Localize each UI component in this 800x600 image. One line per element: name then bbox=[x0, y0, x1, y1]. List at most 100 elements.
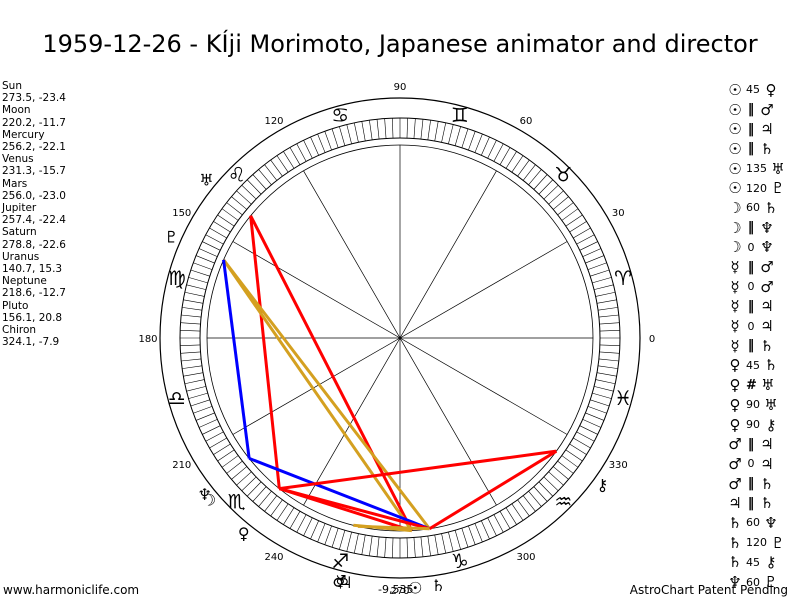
sign-scorpio-icon: ♏ bbox=[228, 489, 246, 513]
aspect-symbol: 0 bbox=[747, 319, 755, 333]
degree-tick bbox=[270, 499, 283, 517]
position-name: Venus bbox=[2, 153, 34, 166]
degree-tick bbox=[209, 437, 227, 449]
degree-tick bbox=[528, 491, 542, 507]
aspect-planet-2: ♅ bbox=[761, 376, 775, 395]
degree-tick bbox=[270, 159, 283, 177]
degree-tick bbox=[427, 120, 431, 140]
degree-tick bbox=[587, 262, 607, 270]
sign-pisces-icon: ♓ bbox=[614, 386, 632, 410]
degree-tick bbox=[289, 147, 301, 165]
degree-tick bbox=[548, 190, 564, 205]
aspect-row: ☉ ‖ ♂ bbox=[727, 100, 797, 120]
degree-tick bbox=[533, 174, 548, 190]
position-name: Jupiter bbox=[2, 202, 37, 215]
aspect-row: ☉ 120 ♇ bbox=[727, 178, 797, 198]
aspect-line bbox=[222, 258, 431, 530]
aspect-planet-1: ☿ bbox=[730, 317, 740, 336]
aspect-symbol: 135 bbox=[746, 162, 767, 176]
degree-tick bbox=[499, 511, 511, 529]
degree-tick bbox=[481, 136, 490, 156]
degree-tick bbox=[595, 379, 616, 385]
aspect-planet-2: ♄ bbox=[764, 198, 778, 217]
degree-label: 240 bbox=[264, 552, 283, 563]
degree-label: 0 bbox=[649, 334, 655, 345]
sun-icon: ☉ bbox=[408, 579, 422, 598]
aspect-planet-2: ⚷ bbox=[765, 553, 777, 572]
aspect-planet-1: ☉ bbox=[728, 120, 742, 139]
position-value: 231.3, -15.7 bbox=[2, 165, 66, 178]
degree-tick bbox=[441, 533, 447, 554]
degree-tick bbox=[576, 431, 595, 442]
degree-tick bbox=[522, 495, 536, 512]
site-link[interactable]: www.harmoniclife.com bbox=[3, 583, 140, 597]
position-value: 256.0, -23.0 bbox=[2, 189, 66, 202]
degree-tick bbox=[461, 128, 469, 148]
degree-tick bbox=[505, 507, 517, 525]
aspect-planet-2: ♄ bbox=[760, 474, 774, 493]
sign-taurus-icon: ♉ bbox=[554, 163, 572, 187]
aspect-symbol: 60 bbox=[746, 575, 760, 589]
aspect-row: ☽ ‖ ♆ bbox=[727, 218, 797, 238]
degree-tick bbox=[184, 291, 205, 297]
aspect-symbol: 90 bbox=[746, 398, 760, 412]
aspect-planet-2: ♃ bbox=[760, 120, 774, 139]
aspect-row: ☿ 0 ♂ bbox=[727, 277, 797, 297]
degree-tick bbox=[384, 537, 387, 558]
degree-tick bbox=[587, 406, 607, 414]
degree-tick bbox=[221, 208, 239, 221]
position-name: Pluto bbox=[2, 299, 29, 312]
sign-gemini-icon: ♊ bbox=[451, 103, 469, 127]
degree-tick bbox=[585, 255, 605, 264]
aspect-planet-1: ♀ bbox=[729, 415, 741, 434]
degree-tick bbox=[413, 537, 416, 558]
position-value: 273.5, -23.4 bbox=[2, 92, 66, 105]
degree-tick bbox=[283, 507, 295, 525]
degree-tick bbox=[369, 536, 373, 556]
degree-tick bbox=[413, 118, 416, 139]
degree-tick bbox=[561, 208, 579, 221]
degree-tick bbox=[528, 169, 542, 185]
aspect-line bbox=[222, 258, 414, 532]
degree-tick bbox=[346, 531, 352, 552]
degree-label: 300 bbox=[516, 552, 535, 563]
sign-virgo-icon: ♍ bbox=[168, 266, 186, 290]
degree-tick bbox=[392, 118, 394, 139]
degree-tick bbox=[533, 486, 548, 502]
degree-tick bbox=[231, 466, 247, 480]
moon-icon: ☽ bbox=[202, 490, 216, 509]
aspect-row: ☉ 45 ♀ bbox=[727, 80, 797, 100]
pluto-icon: ♇ bbox=[164, 228, 178, 247]
aspect-list: ☉ 45 ♀ ☉ ‖ ♂ ☉ ‖ ♃ ☉ ‖ ♄ ☉ 135 ♅ ☉ 120 ♇ ☽ 60 ♄ ☽ ‖ ♆ ☽ 0 ♆ ☿ ‖ ♂ ☿ 0 ♂ ☿… bbox=[727, 80, 797, 592]
aspect-symbol: ‖ bbox=[747, 298, 755, 314]
degree-tick bbox=[538, 179, 554, 195]
aspect-planet-2: ♂ bbox=[760, 277, 774, 296]
degree-tick bbox=[188, 277, 208, 284]
aspect-row: ☿ ‖ ♂ bbox=[727, 257, 797, 277]
degree-tick bbox=[511, 155, 524, 173]
aspect-symbol: 90 bbox=[746, 418, 760, 432]
position-value: 324.1, -7.9 bbox=[2, 336, 60, 349]
degree-tick bbox=[569, 443, 587, 455]
degree-tick bbox=[283, 151, 295, 169]
degree-tick bbox=[209, 227, 227, 239]
aspect-row: ♂ 0 ♃ bbox=[727, 454, 797, 474]
degree-tick bbox=[582, 419, 602, 428]
aspect-planet-2: ♅ bbox=[764, 395, 778, 414]
degree-tick bbox=[406, 118, 408, 139]
degree-tick bbox=[593, 284, 614, 290]
degree-tick bbox=[384, 118, 387, 139]
chiron-icon: ⚷ bbox=[597, 476, 609, 495]
degree-tick bbox=[517, 499, 530, 517]
degree-tick bbox=[236, 190, 252, 205]
aspect-planet-2: ♀ bbox=[765, 80, 777, 99]
degree-tick bbox=[217, 214, 235, 227]
position-name: Saturn bbox=[2, 226, 37, 239]
degree-tick bbox=[599, 351, 620, 354]
degree-tick bbox=[598, 314, 619, 318]
degree-tick bbox=[205, 234, 224, 245]
aspect-symbol: ‖ bbox=[747, 220, 755, 236]
degree-tick bbox=[252, 174, 267, 190]
aspect-row: ♂ ‖ ♃ bbox=[727, 434, 797, 454]
